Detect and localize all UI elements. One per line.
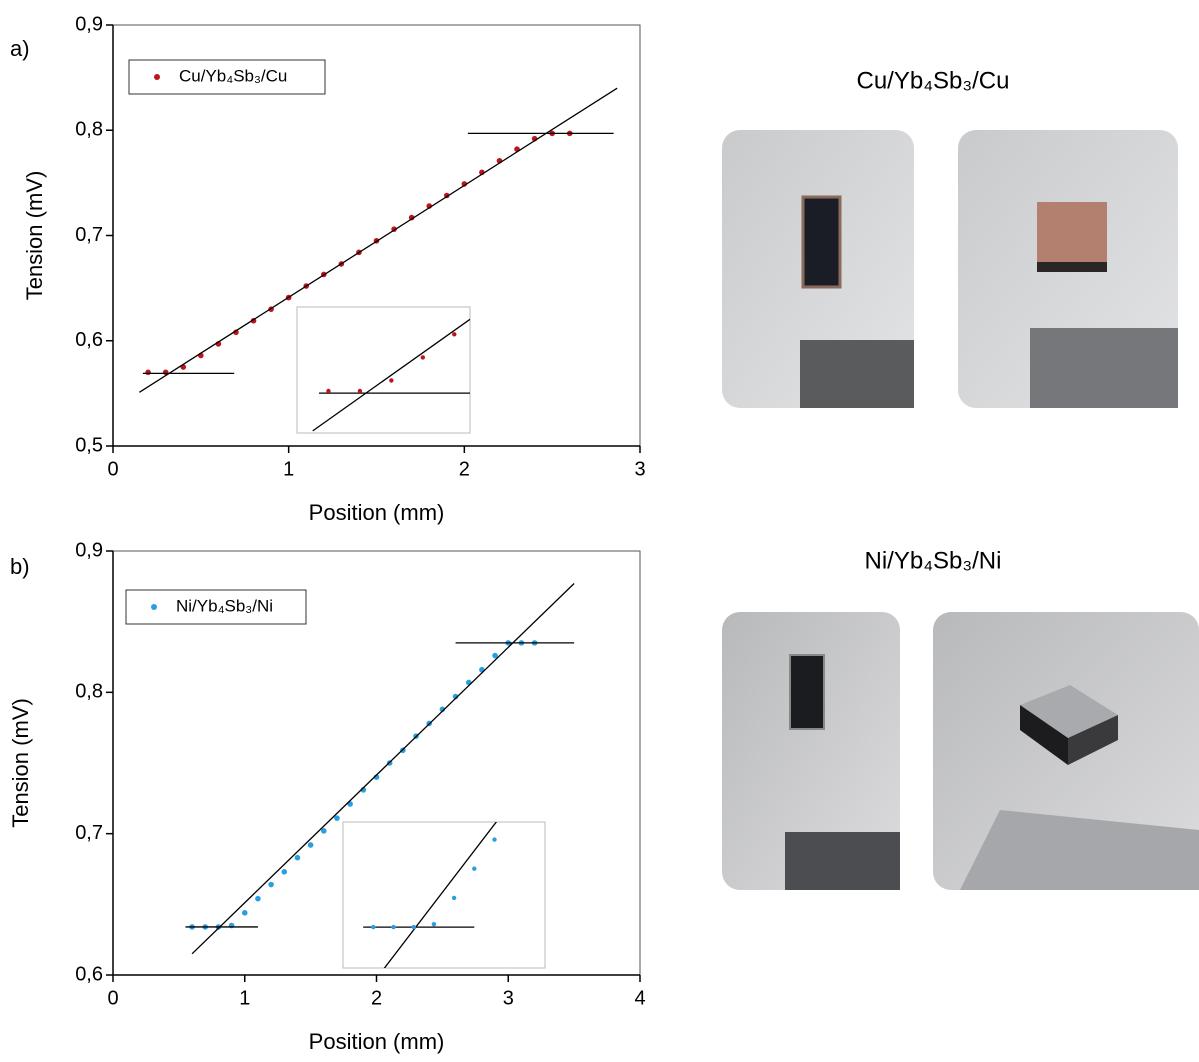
data-point — [281, 869, 288, 875]
inset-point — [451, 895, 457, 901]
data-point — [321, 828, 327, 834]
inset — [363, 822, 498, 968]
y-tick-label: 0,9 — [75, 539, 103, 561]
x-tick-label: 0 — [107, 458, 118, 480]
y-tick-label: 0,6 — [75, 329, 103, 351]
inset-point — [452, 332, 457, 337]
data-point — [334, 815, 340, 821]
data-point — [408, 214, 415, 221]
data-point — [241, 910, 248, 916]
y-tick-label: 0,8 — [75, 119, 103, 141]
legend-marker — [154, 74, 160, 80]
x-tick-label: 2 — [459, 458, 470, 480]
x-tick-label: 1 — [283, 458, 294, 480]
legend-label: Ni/Yb₄Sb₃/Ni — [176, 596, 273, 615]
inset-point — [357, 388, 363, 394]
panel-label: a) — [10, 36, 30, 61]
x-tick-label: 1 — [239, 987, 250, 1009]
y-tick-label: 0,9 — [75, 13, 103, 35]
y-tick-label: 0,6 — [75, 963, 103, 985]
photo-title: Cu/Yb₄Sb₃/Cu — [857, 67, 1010, 94]
inset-point — [492, 837, 497, 842]
inset-frame — [342, 821, 546, 969]
charts: a) 0,5 0,6 0,7 0,8 0,9 0 1 2 3 Position (mm) Tensio… — [8, 13, 646, 1054]
data-point — [294, 854, 301, 861]
x-tick-label: 2 — [371, 987, 382, 1009]
legend-label: Cu/Yb₄Sb₃/Cu — [179, 66, 287, 85]
x-axis-label: Position (mm) — [309, 500, 445, 525]
fit-line — [139, 87, 618, 393]
x-tick-label: 4 — [634, 987, 645, 1009]
photo — [958, 130, 1178, 408]
legend-marker — [151, 604, 157, 610]
y-axis-label: Tension (mV) — [8, 698, 33, 828]
x-tick-label: 3 — [503, 987, 514, 1009]
inset — [312, 318, 470, 432]
x-tick-label: 3 — [634, 458, 645, 480]
inset-point — [391, 924, 396, 930]
y-tick-label: 0,8 — [75, 681, 103, 703]
inset-point — [371, 924, 376, 930]
panel-label: b) — [10, 554, 30, 579]
inset-point — [326, 388, 331, 394]
inset-point — [420, 355, 426, 360]
data-point — [255, 895, 261, 902]
data-point — [233, 329, 239, 336]
inset-frame — [296, 306, 471, 434]
fit-line — [383, 822, 498, 968]
fit-line — [191, 583, 575, 955]
inset-point — [411, 924, 416, 930]
photo — [722, 612, 900, 890]
y-tick-label: 0,7 — [75, 822, 103, 844]
x-axis-label: Position (mm) — [309, 1029, 445, 1054]
legend-box — [128, 59, 326, 95]
data-point — [461, 181, 468, 187]
y-tick-label: 0,5 — [75, 434, 103, 456]
data-point — [145, 369, 151, 376]
photo — [933, 612, 1199, 890]
y-axis-label: Tension (mV) — [22, 171, 47, 301]
inset-point — [472, 866, 477, 871]
photo — [722, 130, 914, 408]
photo-title: Ni/Yb₄Sb₃/Ni — [865, 547, 1002, 574]
data-point — [492, 652, 498, 659]
inset-point — [389, 378, 394, 383]
x-tick-label: 0 — [107, 987, 118, 1009]
data-point — [307, 842, 314, 848]
fit-line — [312, 318, 470, 432]
y-tick-label: 0,7 — [75, 224, 103, 246]
inset-point — [431, 922, 437, 927]
data-point — [268, 881, 274, 888]
